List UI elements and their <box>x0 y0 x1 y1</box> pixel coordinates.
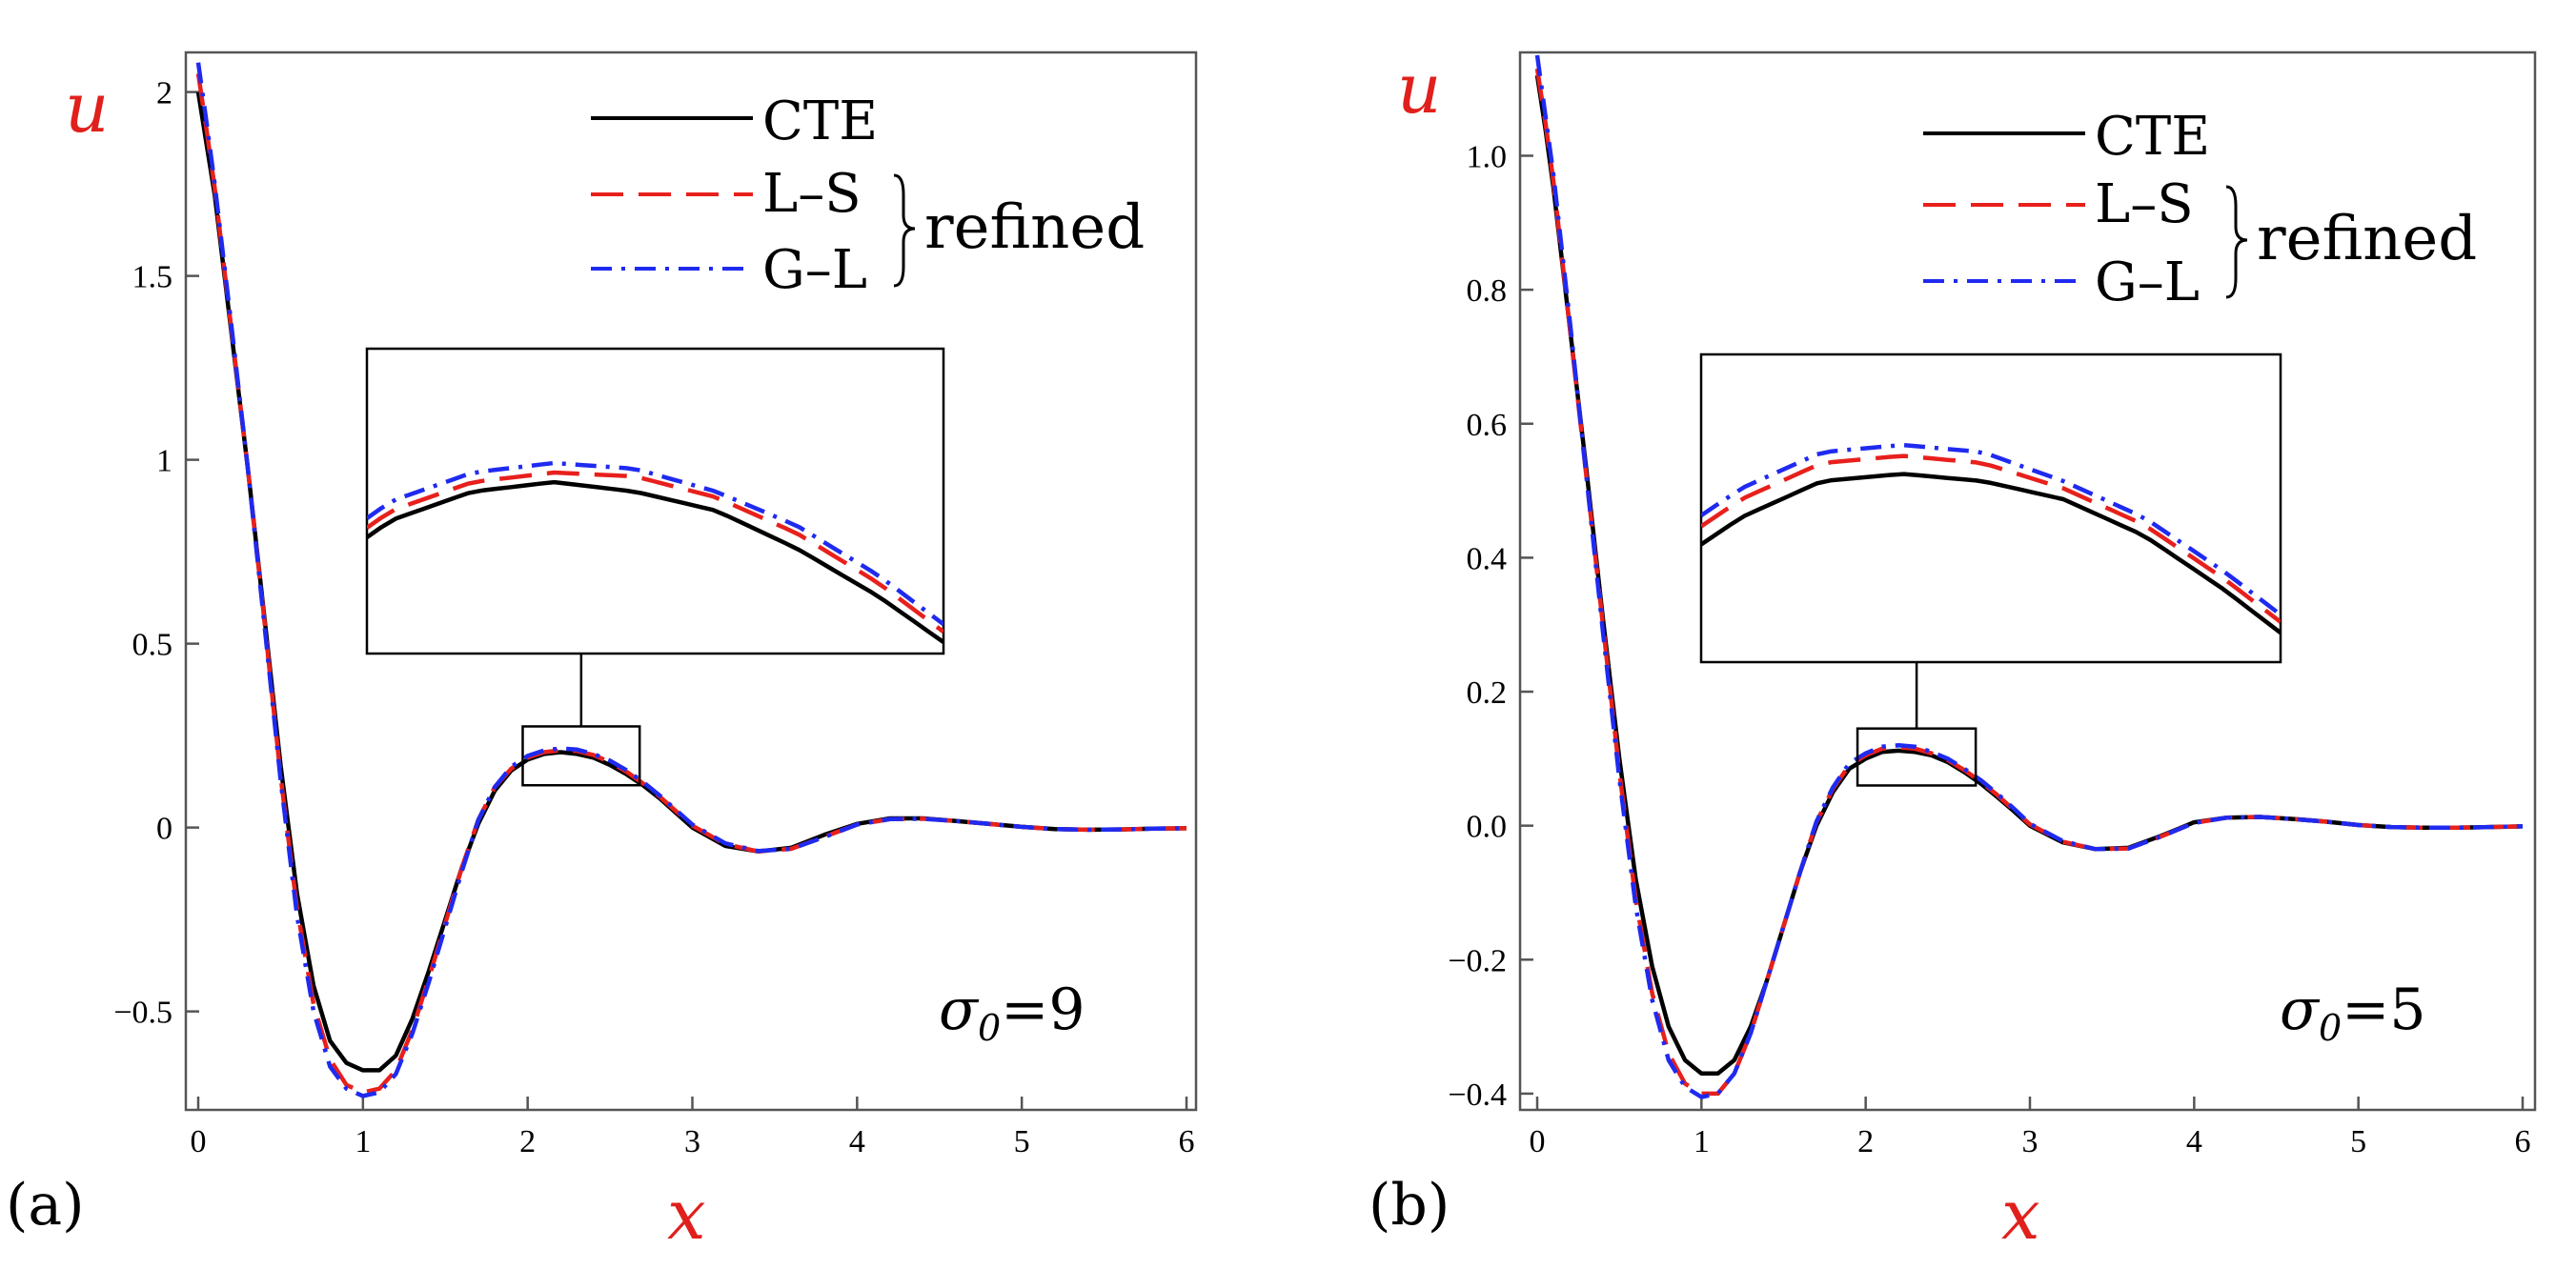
y-tick-label: 1.5 <box>132 260 173 295</box>
x-tick-label: 1 <box>355 1124 371 1159</box>
panel-a-inset-frame <box>365 347 945 655</box>
panel-b-ticks: 0 1 2 3 4 5 6 1.0 0.8 0.6 0.4 0.2 0.0 −0.2 −0.4 <box>1448 139 2530 1159</box>
legend-refined-label: refined <box>2257 204 2477 274</box>
panel-b-plot <box>1534 54 2524 1099</box>
x-tick-label: 2 <box>519 1124 536 1159</box>
x-tick-label: 0 <box>1530 1124 1546 1159</box>
x-tick-label: 5 <box>2350 1124 2366 1159</box>
panel-b-inset-frame <box>1699 352 2282 664</box>
y-tick-label: −0.2 <box>1448 943 1507 978</box>
y-tick-label: 0.5 <box>132 628 173 663</box>
y-tick-label: 0.8 <box>1467 273 1508 309</box>
x-tick-label: 6 <box>2515 1124 2531 1159</box>
y-tick-label: 0.2 <box>1467 675 1508 711</box>
panel-a-ticks: 0 1 2 3 4 5 6 2 1.5 1 0.5 0 −0.5 <box>113 76 1194 1159</box>
x-tick-label: 0 <box>191 1124 207 1159</box>
y-tick-label: 1 <box>156 444 172 479</box>
series-line-gl <box>195 62 1187 1098</box>
panel-a-ylabel: u <box>65 68 109 148</box>
panel-b-legend: CTE L–S G–L refined <box>1923 106 2477 313</box>
y-tick-label: 0 <box>156 812 172 847</box>
panel-b-label: (b) <box>1369 1172 1450 1239</box>
panel-a-legend: CTE L–S G–L refined <box>591 91 1145 301</box>
panel-b: 0 1 2 3 4 5 6 1.0 0.8 0.6 0.4 0.2 0.0 −0.2 −0.4 CTE L–… <box>1369 49 2537 1255</box>
panel-b-inset <box>1701 442 2281 634</box>
x-tick-label: 3 <box>2022 1124 2038 1159</box>
inset-line-cte <box>367 479 943 644</box>
x-tick-label: 2 <box>1857 1124 1874 1159</box>
inset-line-ls <box>367 470 943 634</box>
legend-gl-label: G–L <box>762 239 867 301</box>
y-tick-label: 1.0 <box>1467 139 1508 174</box>
panel-a-label: (a) <box>6 1172 85 1239</box>
y-tick-label: 0.4 <box>1467 541 1508 576</box>
y-tick-label: 0.0 <box>1467 810 1508 845</box>
panel-b-xlabel: x <box>2001 1175 2040 1255</box>
y-tick-label: 2 <box>156 76 172 111</box>
legend-gl-label: G–L <box>2095 252 2200 313</box>
y-tick-label: 0.6 <box>1467 408 1508 443</box>
panel-a-inset <box>367 460 943 644</box>
y-tick-label: −0.5 <box>113 996 172 1031</box>
series-line-gl <box>1534 54 2524 1099</box>
legend-ls-label: L–S <box>2095 173 2194 235</box>
legend-brace <box>2225 185 2248 299</box>
panel-a: 0 1 2 3 4 5 6 2 1.5 1 0.5 0 −0.5 CTE L–S G–L refined… <box>6 50 1198 1255</box>
legend-refined-label: refined <box>924 192 1145 263</box>
panel-b-sigma: σ0=5 <box>2280 977 2426 1049</box>
panel-a-sigma: σ0=9 <box>939 977 1085 1049</box>
inset-line-ls <box>1701 453 2281 624</box>
inset-line-gl <box>367 460 943 626</box>
x-tick-label: 1 <box>1694 1124 1710 1159</box>
panel-a-plot <box>195 62 1187 1098</box>
legend-brace <box>893 173 916 288</box>
y-tick-label: −0.4 <box>1448 1078 1507 1113</box>
panel-b-frame <box>1518 50 2537 1112</box>
panel-a-xlabel: x <box>667 1175 706 1255</box>
legend-cte-label: CTE <box>762 91 878 152</box>
legend-ls-label: L–S <box>762 163 862 225</box>
inset-line-cte <box>1701 472 2281 634</box>
x-tick-label: 4 <box>2186 1124 2202 1159</box>
panel-a-frame <box>184 50 1198 1112</box>
x-tick-label: 3 <box>684 1124 700 1159</box>
x-tick-label: 4 <box>849 1124 865 1159</box>
legend-cte-label: CTE <box>2095 106 2210 168</box>
x-tick-label: 5 <box>1014 1124 1030 1159</box>
panel-b-ylabel: u <box>1397 49 1441 129</box>
x-tick-label: 6 <box>1179 1124 1195 1159</box>
